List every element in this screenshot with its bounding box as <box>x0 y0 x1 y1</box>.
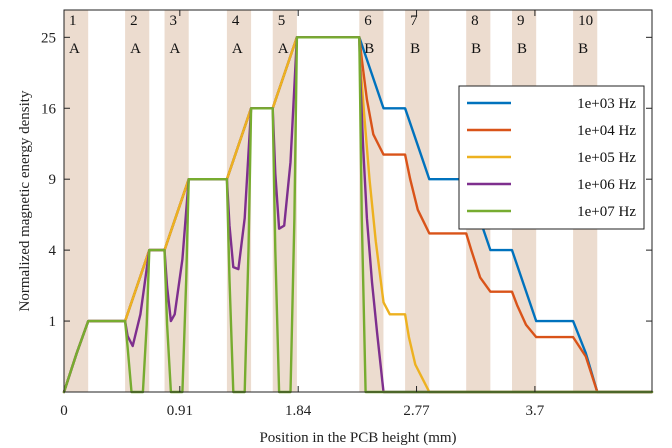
band-layer-label: A <box>130 41 141 57</box>
band-layer-label: B <box>471 41 481 57</box>
x-tick-label: 3.7 <box>526 403 545 419</box>
band-7 <box>405 10 430 392</box>
y-tick-label: 4 <box>49 243 57 259</box>
band-layer-label: B <box>517 41 527 57</box>
band-number-label: 4 <box>232 13 240 29</box>
y-tick-label: 25 <box>41 30 56 46</box>
legend: 1e+03 Hz 1e+04 Hz 1e+05 Hz 1e+06 Hz 1e+07 Hz <box>458 85 645 230</box>
band-number-label: 9 <box>517 13 525 29</box>
band-layer-label: B <box>410 41 420 57</box>
plot-frame <box>63 9 653 393</box>
x-tick-label: 0 <box>60 403 68 419</box>
legend-label: 1e+06 Hz <box>577 177 636 193</box>
band-1 <box>64 10 89 392</box>
legend-label: 1e+05 Hz <box>577 150 636 166</box>
band-layer-label: A <box>170 41 181 57</box>
band-number-label: 3 <box>170 13 178 29</box>
x-axis-title: Position in the PCB height (mm) <box>259 430 456 446</box>
band-layer-label: A <box>69 41 80 57</box>
band-layer-label: A <box>278 41 289 57</box>
x-tick-label: 0.91 <box>167 403 193 419</box>
band-layer-label: B <box>364 41 374 57</box>
x-tick-label: 1.84 <box>285 403 312 419</box>
y-tick-label: 1 <box>49 314 57 330</box>
legend-label: 1e+07 Hz <box>577 204 636 220</box>
legend-label: 1e+03 Hz <box>577 96 636 112</box>
y-axis-title: Normalized magnetic energy density <box>17 90 33 311</box>
band-layer-label: B <box>578 41 588 57</box>
band-number-label: 1 <box>69 13 77 29</box>
legend-label: 1e+04 Hz <box>577 123 636 139</box>
band-number-label: 7 <box>410 13 418 29</box>
x-tick-label: 2.77 <box>403 403 430 419</box>
band-number-label: 5 <box>278 13 286 29</box>
band-number-label: 10 <box>578 13 593 29</box>
y-tick-label: 16 <box>41 101 57 117</box>
band-number-label: 2 <box>130 13 138 29</box>
band-layer-label: A <box>232 41 243 57</box>
series-line-3 <box>62 36 654 394</box>
band-number-label: 6 <box>364 13 372 29</box>
y-tick-label: 9 <box>49 172 57 188</box>
layer-series <box>62 36 654 394</box>
band-number-label: 8 <box>471 13 479 29</box>
layer-band-labels: 1 A 2 A 3 A 4 A 5 A 6 B 7 B 8 B 9 B 10 B <box>69 13 593 57</box>
